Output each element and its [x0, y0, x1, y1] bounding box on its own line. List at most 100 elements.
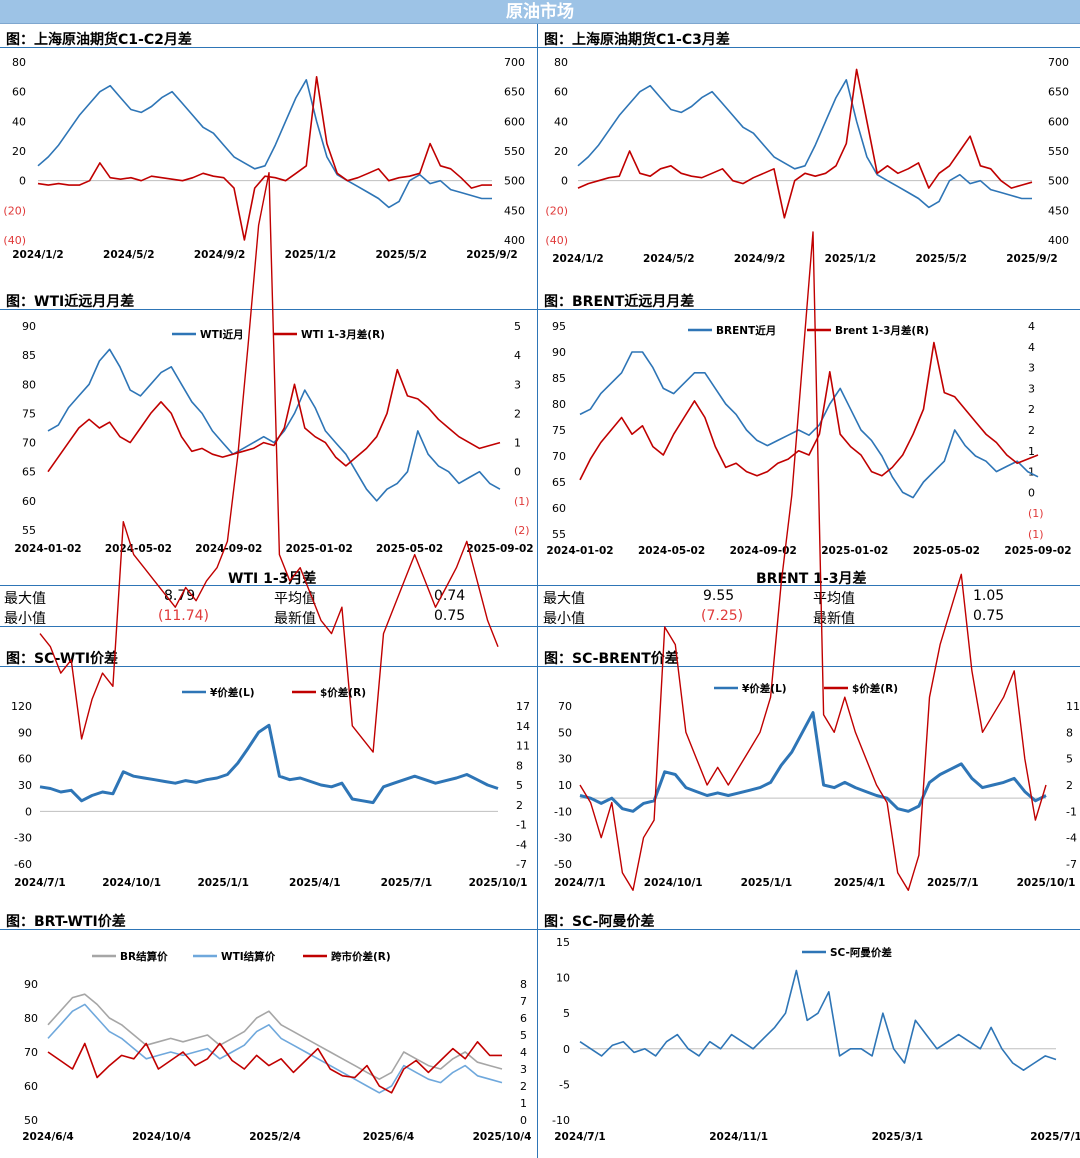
y2-tick-label: 11	[516, 740, 530, 753]
y-tick-label: 55	[22, 524, 36, 537]
y-tick-label: 40	[12, 115, 26, 128]
y-tick-label: (20)	[3, 204, 26, 217]
series-line-1	[37, 75, 492, 241]
title-scbrent: 图：SC-BRENT价差	[544, 651, 679, 667]
y-tick-label: 85	[22, 349, 36, 362]
divider	[0, 585, 1080, 586]
y-tick-label: 80	[552, 398, 566, 411]
y2-tick-label: 3	[514, 378, 521, 391]
x-tick-label: 2025-01-02	[821, 545, 888, 557]
y-tick-label: 30	[558, 753, 572, 766]
title-c1c3: 图：上海原油期货C1-C3月差	[544, 32, 730, 48]
y-tick-label: 0	[25, 805, 32, 818]
stats-title-brent: BRENT 1-3月差	[756, 571, 867, 587]
y2-tick-label: 1	[514, 437, 521, 450]
stat-value: 8.79	[164, 588, 196, 604]
x-tick-label: 2024/6/4	[22, 1131, 74, 1143]
y2-tick-label: 5	[514, 320, 521, 333]
y2-tick-label: 0	[520, 1114, 527, 1127]
series-line-0	[47, 348, 501, 502]
stat-value: 0.75	[434, 608, 466, 624]
y2-tick-label: 600	[1048, 115, 1069, 128]
x-tick-label: 2024/7/1	[14, 877, 66, 889]
y2-tick-label: -1	[516, 819, 527, 832]
series-line-1	[47, 1003, 503, 1094]
legend-label: BR结算价	[120, 950, 168, 963]
y-tick-label: 75	[552, 424, 566, 437]
y-tick-label: 50	[24, 1114, 38, 1127]
chart-c1c2: 80 60 40 20 0 (20) (40) 700 650 600 550 500 450 400 20…	[3, 56, 525, 261]
x-tick-label: 2025-09-02	[466, 543, 533, 555]
stat-label: 最新值	[274, 611, 316, 627]
y-tick-label: 20	[12, 145, 26, 158]
y-tick-label: 90	[22, 320, 36, 333]
x-tick-label: 2025/7/1	[1030, 1131, 1080, 1143]
y2-tick-label: -7	[516, 858, 527, 871]
stat-label: 平均值	[274, 591, 316, 607]
stat-value: (11.74)	[158, 608, 210, 624]
y2-tick-label: 450	[504, 204, 525, 217]
title-brent: 图：BRENT近远月月差	[544, 294, 695, 310]
stat-label: 最小值	[4, 611, 46, 627]
y-tick-label: 60	[24, 1080, 38, 1093]
y2-tick-label: 0	[514, 466, 521, 479]
x-tick-label: 2025/5/2	[375, 249, 427, 261]
x-tick-label: 2025/9/2	[1006, 253, 1058, 265]
y-tick-label: 80	[24, 1012, 38, 1025]
y2-tick-label: 8	[516, 759, 523, 772]
x-tick-label: 2025-01-02	[286, 543, 353, 555]
y2-tick-label: 4	[1028, 341, 1035, 354]
legend-label: ¥价差(L)	[742, 682, 787, 695]
y2-tick-label: 550	[504, 145, 525, 158]
y2-tick-label: 5	[520, 1029, 527, 1042]
title-scwti: 图：SC-WTI价差	[6, 651, 119, 667]
y2-tick-label: 2	[1028, 403, 1035, 416]
y-tick-label: -50	[554, 858, 572, 871]
x-tick-label: 2024-01-02	[546, 545, 613, 557]
y-tick-label: 0	[19, 175, 26, 188]
stat-value: 0.74	[434, 588, 466, 604]
x-tick-label: 2025/7/1	[381, 877, 433, 889]
stat-label: 最新值	[813, 611, 855, 627]
y-tick-label: -10	[552, 1114, 570, 1127]
y-tick-label: 15	[556, 936, 570, 949]
y2-tick-label: 8	[520, 978, 527, 991]
series-line-2	[47, 1041, 502, 1094]
series-line-0	[47, 993, 503, 1080]
y-tick-label: 80	[12, 56, 26, 69]
y2-tick-label: 1	[1028, 445, 1035, 458]
x-tick-label: 2024/1/2	[12, 249, 64, 261]
x-tick-label: 2024/1/2	[552, 253, 604, 265]
legend-label: WTI近月	[200, 328, 244, 341]
series-line-0	[577, 78, 1032, 209]
y-tick-label: 10	[558, 779, 572, 792]
legend-label: WTI结算价	[221, 950, 276, 963]
y2-tick-label: (2)	[514, 524, 530, 537]
y-tick-label: (40)	[3, 234, 26, 247]
series-line-0	[579, 969, 1057, 1071]
series-line-1	[577, 68, 1033, 219]
y-tick-label: 30	[18, 779, 32, 792]
y-tick-label: -60	[14, 858, 32, 871]
x-tick-label: 2025/1/2	[285, 249, 337, 261]
divider	[0, 47, 1080, 48]
y2-tick-label: 400	[1048, 234, 1069, 247]
y-tick-label: 55	[552, 528, 566, 541]
y-tick-label: -30	[554, 832, 572, 845]
x-tick-label: 2025/5/2	[915, 253, 967, 265]
y2-tick-label: 400	[504, 234, 525, 247]
stat-value: 0.75	[973, 608, 1005, 624]
x-tick-label: 2025-09-02	[1004, 545, 1071, 557]
y2-tick-label: 0	[1028, 486, 1035, 499]
y2-tick-label: -1	[1066, 805, 1077, 818]
y-tick-label: 70	[24, 1046, 38, 1059]
y-tick-label: 60	[18, 753, 32, 766]
y-tick-label: 10	[556, 972, 570, 985]
y-tick-label: 60	[12, 86, 26, 99]
y2-tick-label: (1)	[514, 495, 530, 508]
title-scoman: 图：SC-阿曼价差	[544, 914, 655, 930]
divider	[0, 309, 1080, 310]
y2-tick-label: 450	[1048, 204, 1069, 217]
